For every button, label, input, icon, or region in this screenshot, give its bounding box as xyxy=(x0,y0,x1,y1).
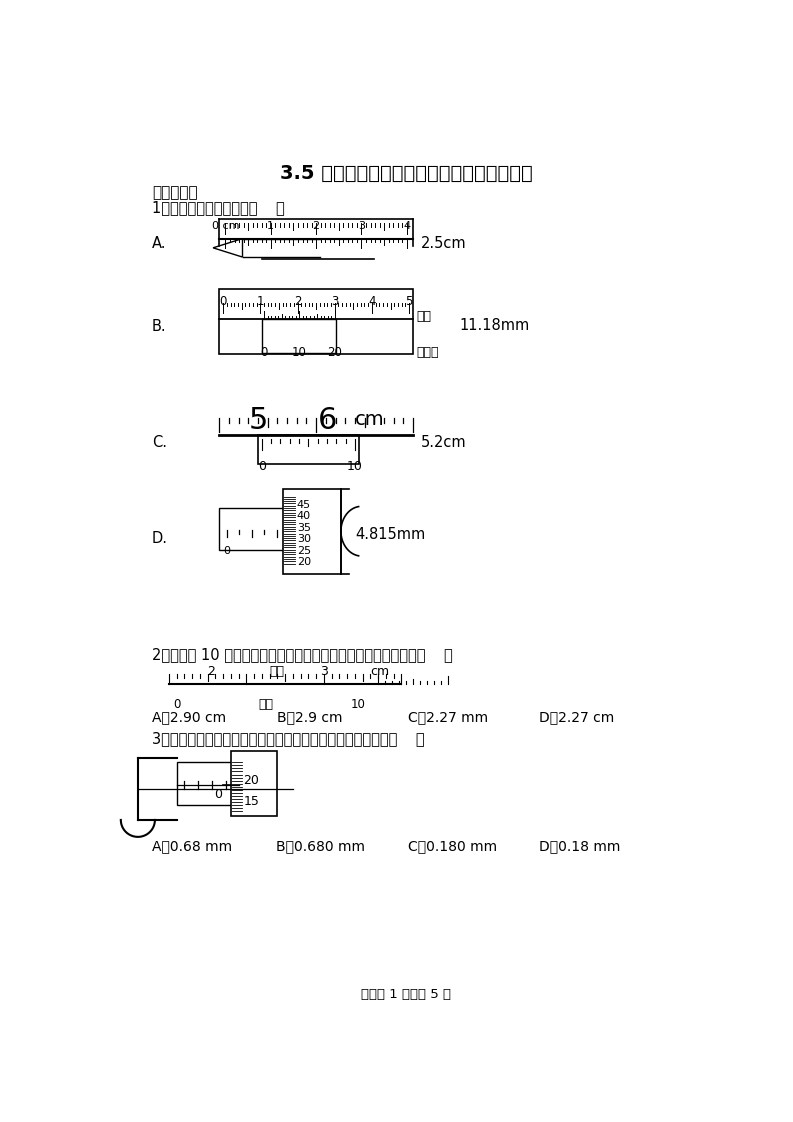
Text: B．0.680 mm: B．0.680 mm xyxy=(276,839,365,853)
Text: A.: A. xyxy=(151,237,167,251)
Text: 10: 10 xyxy=(292,347,307,359)
Text: D.: D. xyxy=(151,531,168,546)
Polygon shape xyxy=(213,239,243,257)
Text: 一、单选题: 一、单选题 xyxy=(151,185,197,200)
Text: A．2.90 cm: A．2.90 cm xyxy=(151,710,226,724)
Text: 4.815mm: 4.815mm xyxy=(355,527,425,542)
Text: 4: 4 xyxy=(368,295,376,307)
Text: 30: 30 xyxy=(297,534,311,544)
Text: 0: 0 xyxy=(214,788,222,801)
Text: 主尺: 主尺 xyxy=(416,310,431,323)
Text: 主尺: 主尺 xyxy=(270,665,285,678)
Text: 45: 45 xyxy=(297,499,311,509)
Text: 1: 1 xyxy=(267,221,274,231)
Text: 0: 0 xyxy=(220,295,227,307)
Text: C．0.180 mm: C．0.180 mm xyxy=(408,839,496,853)
Text: A．0.68 mm: A．0.68 mm xyxy=(151,839,232,853)
Text: 15: 15 xyxy=(243,795,259,808)
Bar xyxy=(231,751,278,816)
Text: 0 cm: 0 cm xyxy=(212,221,239,231)
Text: 2.5cm: 2.5cm xyxy=(421,237,466,251)
Text: 6: 6 xyxy=(318,406,338,434)
Text: 25: 25 xyxy=(297,545,311,555)
Text: 游标: 游标 xyxy=(258,698,273,711)
Text: 3．用螺旋测微器测量一根金属丝的直径，如图所示的读数是（    ）: 3．用螺旋测微器测量一根金属丝的直径，如图所示的读数是（ ） xyxy=(151,732,424,746)
Text: 游标尺: 游标尺 xyxy=(416,347,439,359)
Text: 试卷第 1 页，共 5 页: 试卷第 1 页，共 5 页 xyxy=(361,987,451,1001)
Text: B.: B. xyxy=(151,320,167,334)
Text: 0: 0 xyxy=(258,460,266,473)
Text: 2: 2 xyxy=(208,665,216,678)
Bar xyxy=(219,508,289,551)
Text: 20: 20 xyxy=(328,347,342,359)
Text: cm: cm xyxy=(355,411,385,430)
Text: 10: 10 xyxy=(351,698,366,711)
Text: 5: 5 xyxy=(405,295,413,307)
Text: 0: 0 xyxy=(260,347,268,359)
Text: 0: 0 xyxy=(223,545,230,555)
Text: 40: 40 xyxy=(297,512,311,522)
Text: 1．下列读数中正确的是（    ）: 1．下列读数中正确的是（ ） xyxy=(151,200,285,215)
Text: 10: 10 xyxy=(347,460,363,473)
Text: 2: 2 xyxy=(293,295,301,307)
Text: C.: C. xyxy=(151,435,167,450)
Text: 4: 4 xyxy=(403,221,410,231)
Bar xyxy=(219,288,413,355)
Text: 1: 1 xyxy=(257,295,264,307)
Text: 2．如图为 10 分度的游标卡尺测量钢管内径时的示数，其示数为（    ）: 2．如图为 10 分度的游标卡尺测量钢管内径时的示数，其示数为（ ） xyxy=(151,646,453,662)
Bar xyxy=(283,489,341,573)
Text: D．2.27 cm: D．2.27 cm xyxy=(539,710,615,724)
Text: D．0.18 mm: D．0.18 mm xyxy=(539,839,621,853)
Text: 3: 3 xyxy=(320,665,328,678)
Text: 20: 20 xyxy=(297,558,311,568)
Text: 0: 0 xyxy=(173,698,180,711)
Text: C．2.27 mm: C．2.27 mm xyxy=(408,710,488,724)
Text: 20: 20 xyxy=(243,774,259,787)
Text: B．2.9 cm: B．2.9 cm xyxy=(278,710,343,724)
Text: 5.2cm: 5.2cm xyxy=(421,435,466,450)
Text: 3: 3 xyxy=(331,295,339,307)
Text: 3: 3 xyxy=(358,221,365,231)
Bar xyxy=(258,435,358,465)
Text: 11.18mm: 11.18mm xyxy=(459,318,530,333)
Bar xyxy=(262,320,336,352)
Text: 5: 5 xyxy=(248,406,268,434)
Text: 3.5 科学测量：长度的测量及测量工具的选用: 3.5 科学测量：长度的测量及测量工具的选用 xyxy=(280,164,532,183)
Bar xyxy=(177,762,239,804)
Text: 35: 35 xyxy=(297,523,311,533)
Text: cm: cm xyxy=(370,665,389,678)
Text: 2: 2 xyxy=(312,221,320,231)
